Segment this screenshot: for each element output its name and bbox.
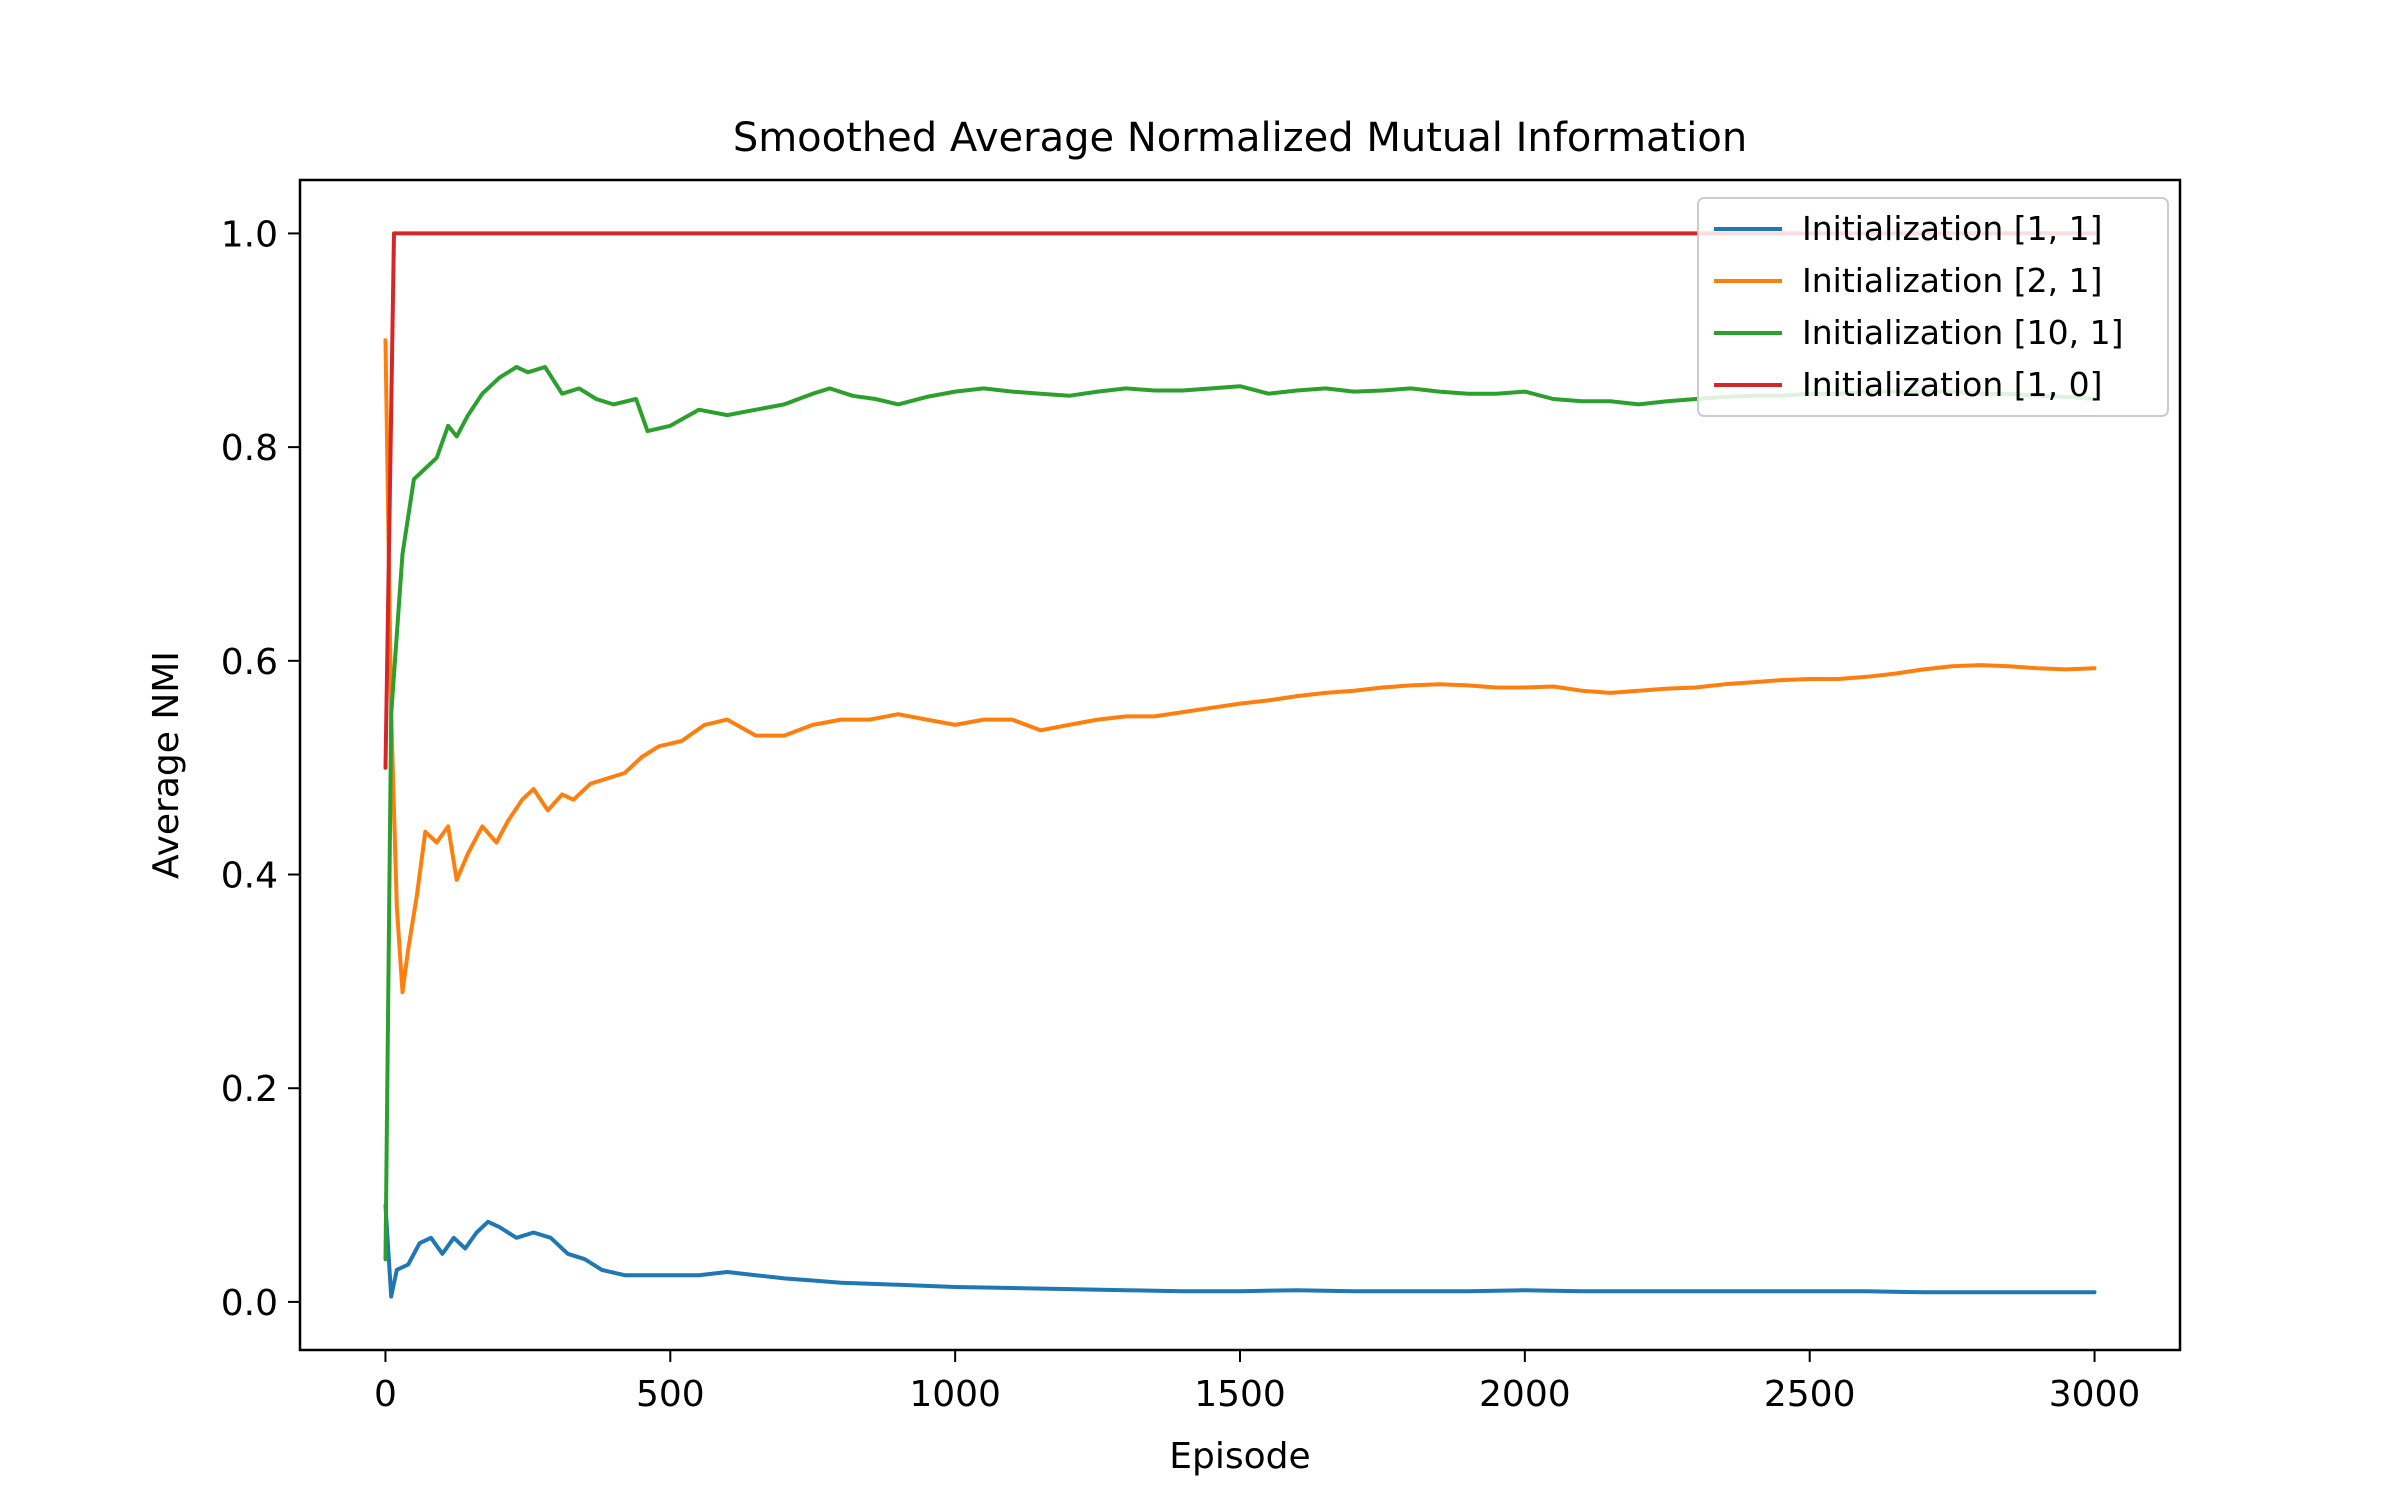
legend-label-3: Initialization [1, 0] [1802,365,2102,404]
legend-label-0: Initialization [1, 1] [1802,209,2102,248]
x-axis-label: Episode [1169,1436,1310,1477]
x-tick-label: 2000 [1479,1374,1571,1415]
legend-label-2: Initialization [10, 1] [1802,313,2123,352]
y-tick-label: 1.0 [221,214,278,255]
legend-label-1: Initialization [2, 1] [1802,261,2102,300]
x-tick-label: 0 [374,1374,397,1415]
x-tick-label: 1000 [909,1374,1001,1415]
series-line-1 [383,338,2097,995]
y-axis: 0.0 0.2 0.4 0.6 0.8 1.0 [221,214,300,1324]
y-tick-label: 0.8 [221,428,278,469]
y-tick-label: 0.2 [221,1069,278,1110]
legend-box [1697,197,2169,417]
legend: Initialization [1, 1] Initialization [2, … [1697,197,2169,417]
y-tick-label: 0.6 [221,642,278,683]
x-tick-label: 1500 [1194,1374,1286,1415]
y-tick-label: 0.0 [221,1283,278,1324]
x-tick-label: 500 [636,1374,705,1415]
y-axis-label: Average NMI [146,651,187,879]
y-tick-label: 0.4 [221,856,278,897]
x-tick-label: 2500 [1764,1374,1856,1415]
x-tick-label: 3000 [2049,1374,2141,1415]
chart-title: Smoothed Average Normalized Mutual Infor… [733,115,1747,161]
series-line-3 [383,231,2097,770]
series-line-0 [383,1203,2097,1299]
x-axis: 0 500 1000 1500 2000 2500 3000 [374,1350,2140,1415]
